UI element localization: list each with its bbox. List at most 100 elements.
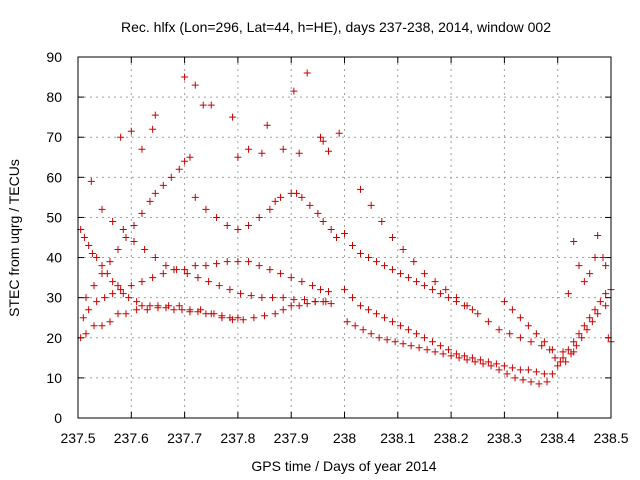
data-point [492, 360, 500, 368]
data-point [149, 125, 157, 133]
data-point [455, 354, 463, 362]
y-tick-label: 80 [46, 89, 62, 105]
data-point [109, 278, 117, 286]
data-point [119, 225, 127, 233]
data-point [98, 262, 106, 270]
x-tick-label: 238.5 [593, 430, 628, 446]
data-point [452, 350, 460, 358]
data-point [255, 262, 263, 270]
data-point [428, 286, 436, 294]
y-tick-label: 20 [46, 330, 62, 346]
data-point [109, 217, 117, 225]
data-point [247, 292, 255, 300]
x-tick-label: 237.5 [60, 430, 95, 446]
data-point [191, 262, 199, 270]
data-point [388, 266, 396, 274]
data-point [79, 314, 87, 322]
data-point [551, 354, 559, 362]
data-point [266, 266, 274, 274]
data-point [364, 306, 372, 314]
data-point [277, 193, 285, 201]
data-point [511, 374, 519, 382]
data-point [119, 290, 127, 298]
data-point [564, 346, 572, 354]
data-point [255, 213, 263, 221]
data-point [159, 270, 167, 278]
data-point [567, 350, 575, 358]
data-point [367, 201, 375, 209]
data-point [348, 242, 356, 250]
series-arc-9 [341, 286, 548, 378]
data-point [327, 225, 335, 233]
series-arc-10 [343, 318, 543, 388]
data-point [559, 354, 567, 362]
data-point [298, 278, 306, 286]
data-point [205, 278, 213, 286]
data-point [364, 254, 372, 262]
x-tick-label: 238.1 [380, 430, 415, 446]
data-point [452, 294, 460, 302]
data-point [335, 129, 343, 137]
data-point [122, 234, 130, 241]
data-point [404, 274, 412, 282]
data-point [90, 282, 98, 290]
data-point [106, 258, 114, 266]
data-point [527, 378, 535, 386]
data-point [130, 238, 138, 246]
data-point [109, 290, 117, 298]
data-point [319, 137, 327, 145]
data-point [554, 362, 562, 370]
data-point [412, 278, 420, 286]
data-point [487, 362, 495, 370]
data-point [130, 221, 138, 229]
data-point [436, 290, 444, 298]
data-point [234, 258, 242, 266]
data-point [322, 298, 330, 306]
data-point [146, 302, 154, 310]
data-point [165, 302, 173, 310]
data-point [114, 310, 122, 318]
data-point [218, 314, 226, 322]
data-point [420, 282, 428, 290]
data-point [127, 282, 135, 290]
x-tick-label: 237.7 [167, 430, 202, 446]
data-point [178, 306, 186, 314]
data-point [460, 352, 468, 360]
data-point [594, 231, 602, 239]
data-point [586, 270, 594, 278]
data-point [293, 189, 301, 197]
data-point [532, 330, 540, 338]
data-point [532, 368, 540, 376]
y-axis-label: STEC from uqrg / TECUs [6, 159, 22, 317]
data-point [447, 352, 455, 360]
data-point [245, 221, 253, 229]
data-point [82, 294, 90, 302]
data-points [77, 69, 615, 388]
data-point [351, 322, 359, 330]
data-point [562, 358, 570, 366]
y-tick-label: 90 [46, 49, 62, 65]
data-point [602, 262, 610, 270]
data-point [341, 286, 348, 294]
data-point [463, 302, 471, 310]
data-point [191, 193, 199, 201]
x-tick-label: 237.9 [274, 430, 309, 446]
data-point [495, 326, 503, 334]
data-point [287, 302, 295, 310]
series-arc-12 [500, 298, 610, 366]
chart-title: Rec. hlfx (Lon=296, Lat=44, h=HE), days … [121, 19, 551, 35]
data-point [101, 294, 109, 302]
data-point [341, 229, 348, 237]
data-point [117, 286, 125, 294]
data-point [468, 354, 476, 362]
y-tick-labels: 0 10 20 30 40 50 60 70 80 90 [46, 49, 62, 426]
data-point [314, 209, 322, 217]
data-point [199, 101, 207, 109]
data-point [580, 322, 588, 330]
data-point [588, 318, 596, 326]
data-point [388, 234, 396, 241]
data-point [226, 286, 234, 294]
data-point [570, 338, 578, 346]
data-point [468, 306, 476, 314]
